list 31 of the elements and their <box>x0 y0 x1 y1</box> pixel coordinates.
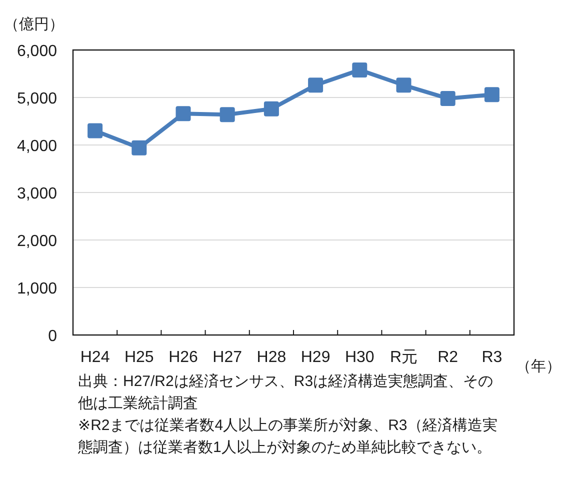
point <box>484 87 500 102</box>
text: ※R2までは従業者数4人以上の事業所が対象、R3（経済構造実態調査）は従業者数1人以上が対象のため単純比較できない。 <box>78 416 498 458</box>
point <box>88 123 103 138</box>
point <box>176 106 191 122</box>
x-tick-label: H26 <box>168 349 198 366</box>
y-tick-label: 1,000 <box>16 280 58 298</box>
y-tick-label: 3,000 <box>16 186 58 202</box>
x-tick-label: H27 <box>212 349 242 366</box>
y-axis-title: （億円） <box>4 16 64 33</box>
x-tick-label: R3 <box>482 349 502 366</box>
x-tick-label: R元 <box>390 349 418 366</box>
y-tick-label: 5,000 <box>16 90 58 108</box>
source-note: 出典：H27/R2は経済センサス、R3は経済構造実態調査、その他は工業統計調査 <box>78 372 494 414</box>
x-tick-label: H29 <box>300 349 330 366</box>
x-axis-title: （年） <box>516 358 561 375</box>
point <box>132 140 147 156</box>
x-tick-label: H24 <box>80 349 110 366</box>
point <box>264 101 279 116</box>
point <box>352 62 368 78</box>
y-tick-label: 0 <box>48 328 58 345</box>
x-tick-label: H25 <box>124 349 154 366</box>
point <box>308 78 324 93</box>
y-tick-label: 4,000 <box>16 138 58 155</box>
point <box>220 107 235 122</box>
y-tick-label: 2,000 <box>16 233 58 250</box>
x-tick-label: H30 <box>344 349 374 366</box>
point <box>440 90 456 106</box>
x-tick-label: R2 <box>438 349 458 366</box>
y-tick-label: 6,000 <box>16 43 58 60</box>
x-tick-label: H28 <box>256 349 286 366</box>
point <box>396 78 412 93</box>
